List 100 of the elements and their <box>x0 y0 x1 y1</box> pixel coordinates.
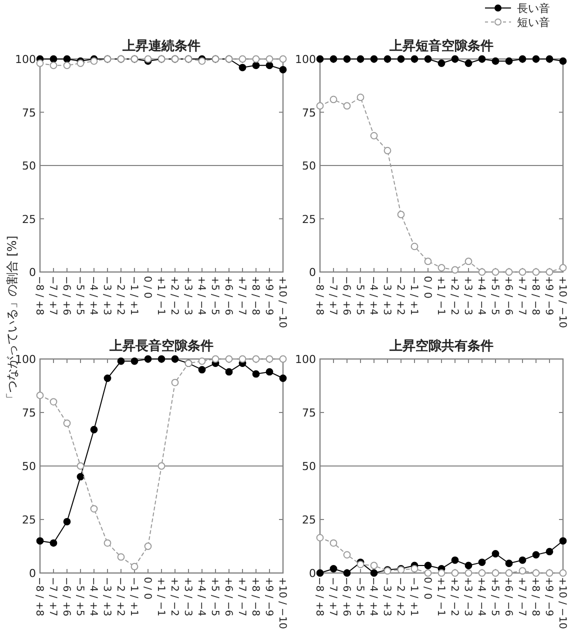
y-tick-label: 25 <box>22 212 36 226</box>
chart-title: 上昇連続条件 <box>122 39 200 54</box>
x-tick-label: +5 / −5 <box>209 276 220 316</box>
x-tick-label: −3 / +3 <box>381 276 392 316</box>
x-tick-label: +10 / −10 <box>276 577 288 629</box>
x-tick-label: +8 / −8 <box>250 577 260 616</box>
y-tick-label: 100 <box>295 53 316 66</box>
y-tick-label: 25 <box>302 212 316 226</box>
x-tick-label: −4 / +4 <box>88 577 98 616</box>
x-tick-label: +5 / −5 <box>209 577 220 616</box>
x-tick-label: +5 / −5 <box>489 276 500 316</box>
y-tick-label: 75 <box>22 106 36 120</box>
x-tick-label: +3 / −3 <box>182 577 193 616</box>
y-tick-label: 100 <box>295 353 316 366</box>
x-tick-label: 0 / 0 <box>422 276 432 298</box>
x-tick-label: +3 / −3 <box>462 276 473 316</box>
x-tick-label: +10 / −10 <box>556 577 568 629</box>
x-tick-label: +9 / −9 <box>263 577 274 616</box>
x-tick-label: −8 / +8 <box>314 276 324 316</box>
x-tick-label: +6 / −6 <box>222 577 234 616</box>
x-tick-label: −4 / +4 <box>88 276 98 316</box>
x-tick-label: +4 / −4 <box>196 577 206 616</box>
x-tick-label: +1 / −1 <box>155 276 166 316</box>
x-tick-label: +5 / −5 <box>489 577 500 616</box>
x-tick-label: 0 / 0 <box>422 577 432 600</box>
x-tick-label: +9 / −9 <box>263 276 274 316</box>
x-tick-label: +8 / −8 <box>530 577 540 616</box>
x-tick-label: −2 / +2 <box>394 577 406 616</box>
x-tick-label: −3 / +3 <box>101 276 112 316</box>
x-tick-label: +7 / −7 <box>516 276 527 316</box>
x-tick-label: −6 / +6 <box>340 276 352 316</box>
y-tick-label: 25 <box>22 514 36 526</box>
x-tick-label: −7 / +7 <box>47 577 58 616</box>
x-tick-label: +8 / −8 <box>250 276 260 316</box>
x-tick-label: +1 / −1 <box>435 577 446 616</box>
x-tick-label: +4 / −4 <box>196 276 206 316</box>
x-tick-label: +3 / −3 <box>462 577 473 616</box>
x-tick-label: −5 / +5 <box>354 577 365 616</box>
y-tick-label: 100 <box>15 53 36 66</box>
y-tick-label: 50 <box>22 160 36 172</box>
x-tick-label: −1 / +1 <box>128 577 139 616</box>
x-tick-label: +7 / −7 <box>236 276 247 316</box>
chart-title: 上昇空隙共有条件 <box>388 338 494 354</box>
x-tick-label: +2 / −2 <box>448 276 460 316</box>
y-tick-label: 75 <box>302 106 316 120</box>
x-tick-label: 0 / 0 <box>142 276 152 298</box>
x-tick-label: −5 / +5 <box>74 577 85 616</box>
x-tick-label: −4 / +4 <box>368 276 378 316</box>
x-tick-label: +7 / −7 <box>516 577 527 616</box>
x-tick-label: −7 / +7 <box>327 276 338 316</box>
x-tick-label: +2 / −2 <box>168 276 180 316</box>
y-tick-label: 50 <box>302 160 316 172</box>
x-tick-label: −8 / +8 <box>34 577 44 616</box>
x-tick-label: −2 / +2 <box>114 577 126 616</box>
x-tick-label: 0 / 0 <box>142 577 152 600</box>
x-tick-label: +2 / −2 <box>168 577 180 616</box>
legend-label: 長い音 <box>517 2 550 15</box>
x-tick-label: −2 / +2 <box>394 276 406 316</box>
x-tick-label: −7 / +7 <box>47 276 58 316</box>
chart-title: 上昇長音空隙条件 <box>108 338 214 354</box>
x-tick-label: −3 / +3 <box>381 577 392 616</box>
y-tick-label: 0 <box>309 567 316 580</box>
y-tick-label: 75 <box>22 406 36 420</box>
x-tick-label: −6 / +6 <box>60 577 72 616</box>
x-tick-label: +1 / −1 <box>155 577 166 616</box>
x-tick-label: −7 / +7 <box>327 577 338 616</box>
y-tick-label: 75 <box>302 406 316 420</box>
y-tick-label: 0 <box>29 266 36 279</box>
y-tick-label: 50 <box>22 460 36 473</box>
x-tick-label: +9 / −9 <box>543 276 554 316</box>
x-tick-label: −6 / +6 <box>340 577 352 616</box>
x-tick-label: −5 / +5 <box>74 276 85 316</box>
x-tick-label: +8 / −8 <box>530 276 540 316</box>
x-tick-label: +2 / −2 <box>448 577 460 616</box>
x-tick-label: +4 / −4 <box>476 577 486 616</box>
x-tick-label: −8 / +8 <box>34 276 44 316</box>
x-tick-label: +6 / −6 <box>502 276 514 316</box>
y-tick-label: 0 <box>309 266 316 279</box>
x-tick-label: +1 / −1 <box>435 276 446 316</box>
x-tick-label: +10 / −10 <box>276 276 288 328</box>
x-tick-label: −1 / +1 <box>408 577 419 616</box>
x-tick-label: −2 / +2 <box>114 276 126 316</box>
chart-title: 上昇短音空隙条件 <box>388 38 494 54</box>
x-tick-label: +7 / −7 <box>236 577 247 616</box>
x-tick-label: −8 / +8 <box>314 577 324 616</box>
y-tick-label: 0 <box>29 567 36 580</box>
x-tick-label: −5 / +5 <box>354 276 365 316</box>
x-tick-label: +6 / −6 <box>502 577 514 616</box>
y-tick-label: 50 <box>302 460 316 473</box>
x-tick-label: −1 / +1 <box>408 276 419 316</box>
x-tick-label: +9 / −9 <box>543 577 554 616</box>
x-tick-label: −6 / +6 <box>60 276 72 316</box>
y-tick-label: 25 <box>302 514 316 526</box>
legend-label: 短い音 <box>517 16 550 29</box>
x-tick-label: −4 / +4 <box>368 577 378 616</box>
x-tick-label: +4 / −4 <box>476 276 486 316</box>
x-tick-label: −1 / +1 <box>128 276 139 316</box>
x-tick-label: −3 / +3 <box>101 577 112 616</box>
x-tick-label: +10 / −10 <box>556 276 568 328</box>
x-tick-label: +6 / −6 <box>222 276 234 316</box>
